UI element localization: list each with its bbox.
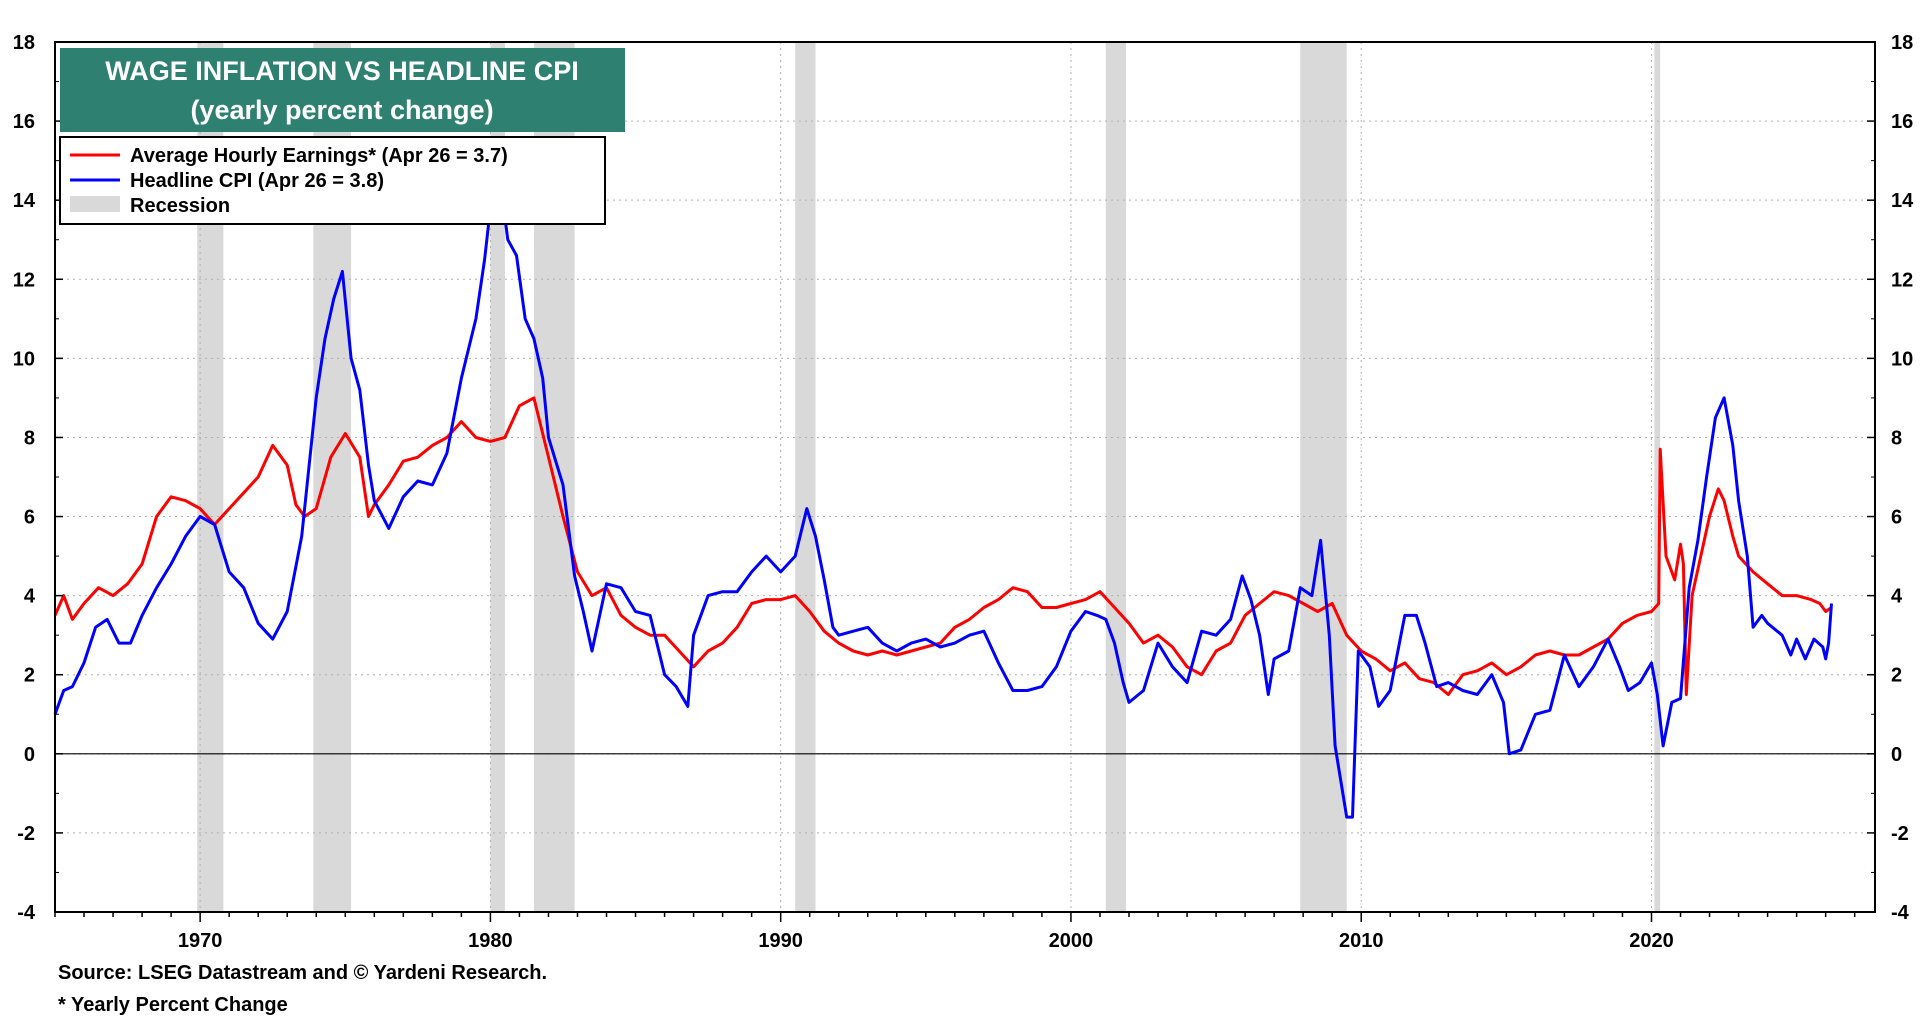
chart-subtitle: (yearly percent change)	[190, 95, 493, 125]
y-tick-label-right: 0	[1891, 744, 1902, 766]
recession-band	[490, 42, 505, 912]
y-tick-label-right: 8	[1891, 427, 1902, 449]
y-tick-label-left: 10	[13, 348, 35, 370]
y-tick-label-right: 14	[1891, 190, 1914, 212]
y-tick-label-left: 0	[24, 744, 35, 766]
y-tick-label-left: -4	[17, 902, 36, 924]
legend-label-cpi: Headline CPI (Apr 26 = 3.8)	[130, 170, 384, 192]
y-tick-label-left: 18	[13, 32, 35, 54]
y-tick-label-right: 12	[1891, 269, 1913, 291]
y-tick-label-left: 12	[13, 269, 35, 291]
y-tick-label-left: 8	[24, 427, 35, 449]
y-tick-label-right: 4	[1891, 586, 1903, 608]
legend: Average Hourly Earnings* (Apr 26 = 3.7) …	[59, 136, 606, 225]
x-tick-label: 2020	[1629, 930, 1674, 952]
legend-swatch-recession	[70, 196, 120, 212]
recession-band	[1105, 42, 1127, 912]
y-tick-label-left: -2	[17, 823, 35, 845]
recession-band	[1654, 42, 1661, 912]
y-tick-label-right: 2	[1891, 665, 1902, 687]
title-box: WAGE INFLATION VS HEADLINE CPI (yearly p…	[60, 48, 625, 132]
legend-label-wage: Average Hourly Earnings* (Apr 26 = 3.7)	[130, 145, 508, 167]
y-tick-label-right: 18	[1891, 32, 1913, 54]
x-tick-label: 1990	[758, 930, 803, 952]
series-line-wage	[53, 396, 1833, 696]
y-tick-label-right: -2	[1891, 823, 1909, 845]
y-tick-label-right: -4	[1891, 902, 1910, 924]
chart-title: WAGE INFLATION VS HEADLINE CPI	[105, 56, 579, 86]
y-tick-label-left: 16	[13, 111, 35, 133]
legend-label-recession: Recession	[130, 195, 230, 217]
y-tick-label-left: 6	[24, 507, 35, 529]
recession-band	[795, 42, 816, 912]
y-tick-label-left: 2	[24, 665, 35, 687]
y-tick-label-left: 14	[13, 190, 36, 212]
x-tick-label: 1970	[178, 930, 223, 952]
x-tick-label: 2010	[1339, 930, 1384, 952]
x-tick-label: 1980	[468, 930, 513, 952]
y-tick-label-left: 4	[24, 586, 36, 608]
x-tick-label: 2000	[1049, 930, 1094, 952]
y-tick-label-right: 16	[1891, 111, 1913, 133]
source-note: Source: LSEG Datastream and © Yardeni Re…	[58, 962, 548, 984]
y-tick-label-right: 6	[1891, 507, 1902, 529]
y-tick-label-right: 10	[1891, 348, 1913, 370]
axes: -4 -4 -2 -2 0 0 2 2 4 4 6 6 8 8 10 10 12 12 14 14 16 16 18 18 19…	[13, 32, 1914, 952]
series-line-cpi	[53, 171, 1833, 819]
series-lines	[53, 171, 1833, 819]
footnote: * Yearly Percent Change	[58, 994, 288, 1016]
